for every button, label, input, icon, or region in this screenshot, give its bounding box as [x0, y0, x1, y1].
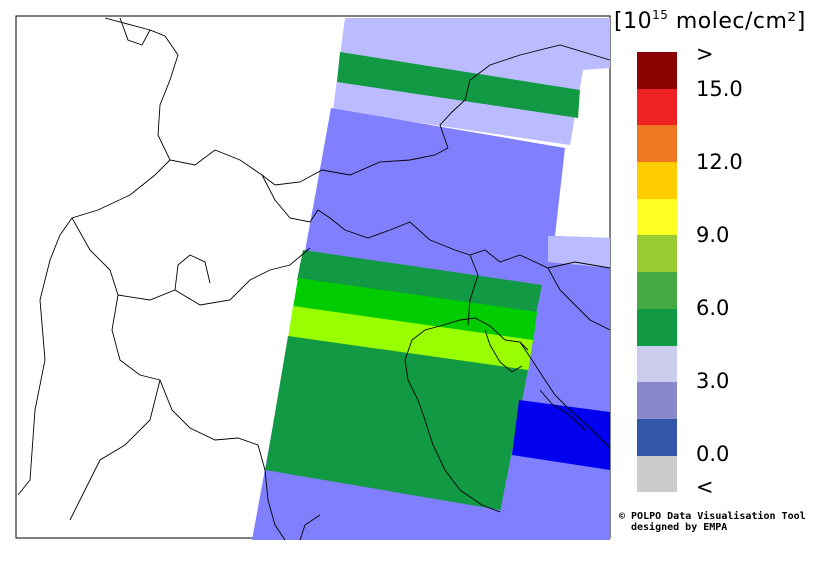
- country-borders: [17, 17, 611, 541]
- border-line: [59, 159, 171, 236]
- legend-swatch: [637, 88, 677, 126]
- swath-band: [512, 400, 610, 470]
- credit-line-1: © POLPO Data Visualisation Tool: [619, 511, 806, 522]
- border-line: [17, 234, 61, 496]
- border-line: [547, 267, 611, 331]
- credit-line-2: designed by EMPA: [631, 522, 728, 533]
- legend-tick-label: 3.0: [696, 369, 730, 393]
- border-line: [439, 44, 611, 149]
- legend-tick-label: <: [696, 475, 714, 499]
- legend-swatch: [637, 125, 677, 163]
- swath-band: [548, 236, 610, 268]
- legend-swatch: [637, 418, 677, 456]
- legend-tick-label: 0.0: [696, 442, 730, 466]
- swath-band: [255, 470, 500, 540]
- legend-swatch: [637, 162, 677, 199]
- legend-swatch: [637, 52, 677, 89]
- border-line: [274, 147, 449, 186]
- legend-swatch: [637, 272, 677, 309]
- border-line: [174, 254, 211, 291]
- border-line: [469, 249, 611, 269]
- legend-swatch: [637, 235, 677, 273]
- border-line: [261, 174, 471, 256]
- swath-band: [297, 250, 542, 314]
- border-line: [484, 329, 523, 373]
- border-line: [299, 514, 321, 541]
- border-line: [69, 379, 161, 521]
- border-line: [117, 247, 311, 306]
- border-line: [539, 389, 586, 431]
- unit-suffix: molec/cm²]: [668, 9, 806, 34]
- border-line: [71, 217, 161, 381]
- legend-tick-label: 15.0: [696, 77, 743, 101]
- swath-band: [293, 278, 537, 343]
- swath-band: [288, 306, 533, 372]
- legend-tick-label: 6.0: [696, 296, 730, 320]
- unit-prefix: [10: [614, 9, 653, 34]
- legend-swatch: [637, 455, 677, 493]
- border-line: [159, 379, 286, 541]
- color-legend: [637, 52, 677, 493]
- border-line: [519, 341, 611, 449]
- credit-text: © POLPO Data Visualisation Tool designed…: [619, 511, 806, 533]
- border-line: [119, 17, 276, 186]
- swath-band: [337, 52, 580, 118]
- legend-tick-label: 9.0: [696, 223, 730, 247]
- border-line: [104, 17, 151, 31]
- border-line: [411, 317, 529, 351]
- legend-swatch: [637, 345, 677, 383]
- legend-swatch: [637, 308, 677, 346]
- unit-label: [1015 molec/cm²]: [614, 8, 806, 34]
- legend-tick-label: 12.0: [696, 150, 743, 174]
- legend-swatch: [637, 382, 677, 419]
- legend-swatch: [637, 198, 677, 236]
- unit-exponent: 15: [652, 8, 669, 22]
- border-line: [467, 254, 479, 326]
- swath-band: [265, 336, 528, 512]
- border-line: [404, 339, 501, 513]
- legend-tick-label: >: [696, 42, 714, 66]
